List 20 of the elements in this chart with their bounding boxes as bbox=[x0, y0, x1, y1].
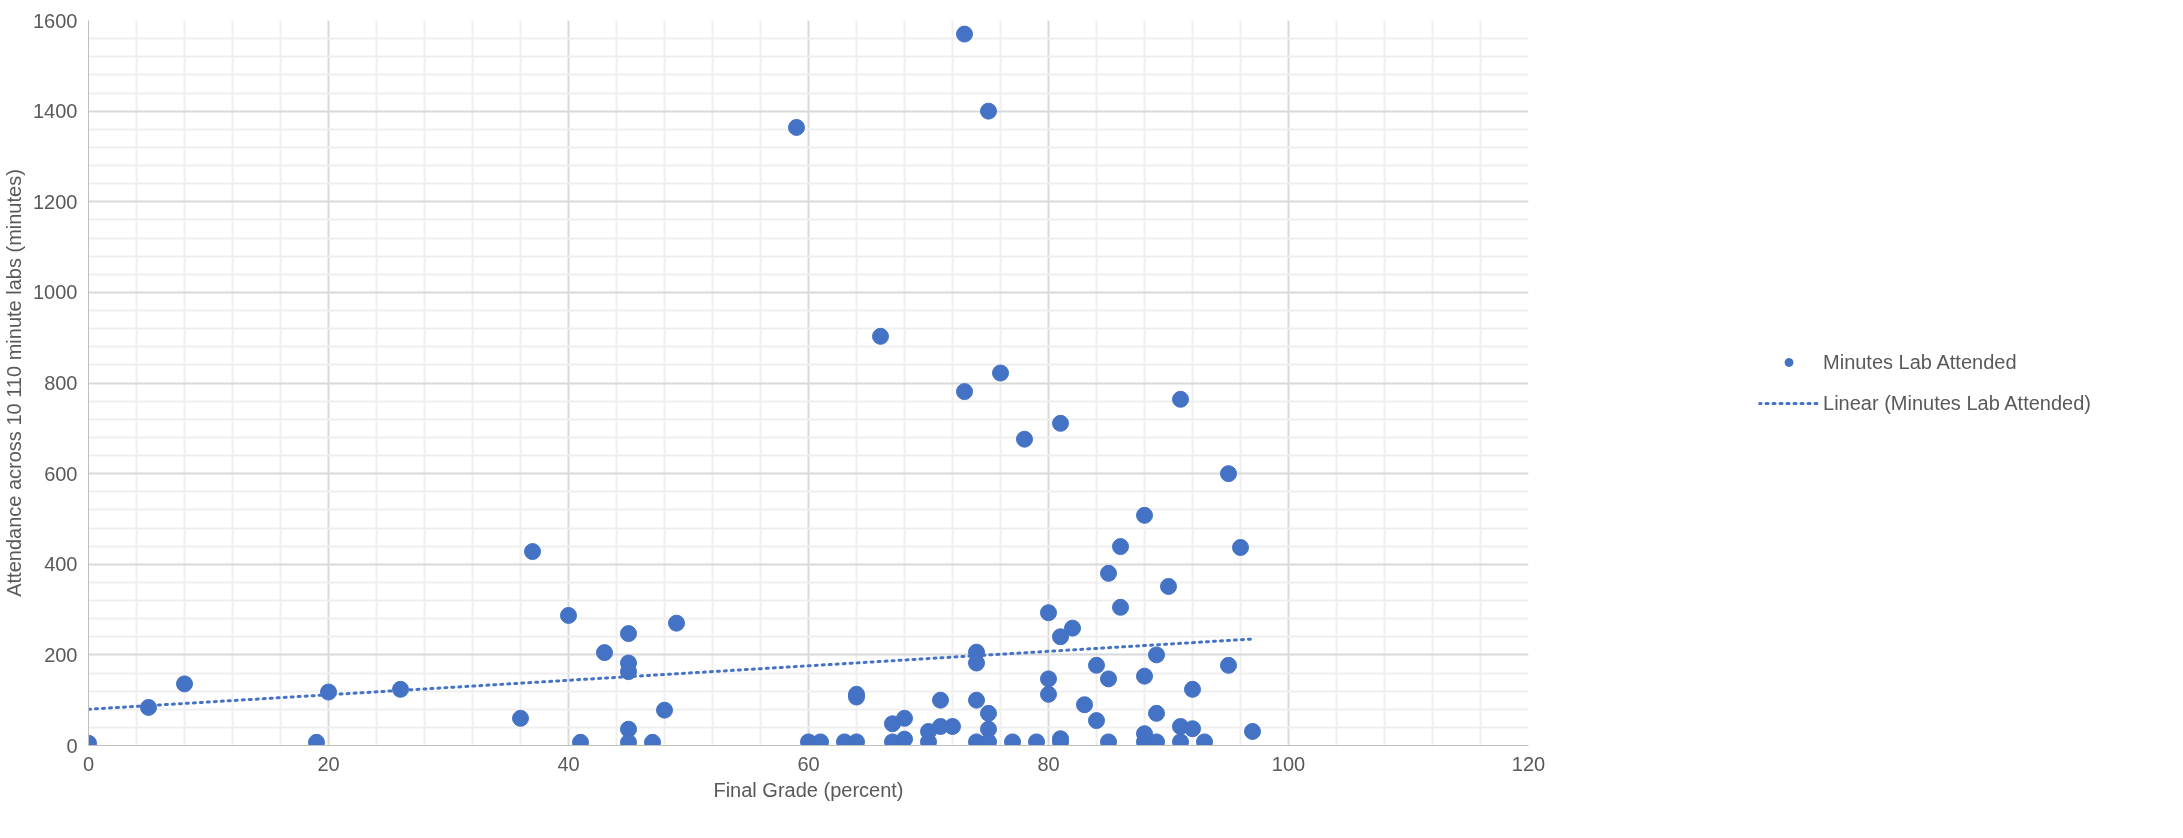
y-tick-label: 1400 bbox=[33, 100, 78, 123]
x-tick-label: 60 bbox=[797, 752, 820, 775]
x-tick-label: 100 bbox=[1271, 752, 1306, 775]
x-axis-title: Final Grade (percent) bbox=[713, 778, 904, 801]
x-tick-label: 40 bbox=[557, 752, 580, 775]
y-tick-label: 800 bbox=[44, 372, 78, 394]
y-tick-label: 1600 bbox=[33, 9, 78, 32]
y-axis-title: Attendance across 10 110 minute labs (minutes) bbox=[3, 169, 26, 597]
y-tick-label: 400 bbox=[44, 553, 78, 576]
legend-label: Minutes Lab Attended bbox=[1823, 350, 2017, 374]
y-tick-label: 0 bbox=[66, 734, 78, 757]
y-tick-label: 1000 bbox=[33, 281, 78, 304]
y-tick-label: 1200 bbox=[33, 190, 78, 213]
x-tick-label: 20 bbox=[317, 752, 340, 775]
y-tick-label: 600 bbox=[44, 462, 78, 485]
x-tick-label: 80 bbox=[1037, 752, 1060, 775]
legend-label: Linear (Minutes Lab Attended) bbox=[1823, 391, 2091, 415]
x-tick-label: 0 bbox=[82, 752, 95, 775]
y-tick-label: 200 bbox=[44, 643, 78, 666]
x-tick-label: 120 bbox=[1511, 752, 1546, 775]
